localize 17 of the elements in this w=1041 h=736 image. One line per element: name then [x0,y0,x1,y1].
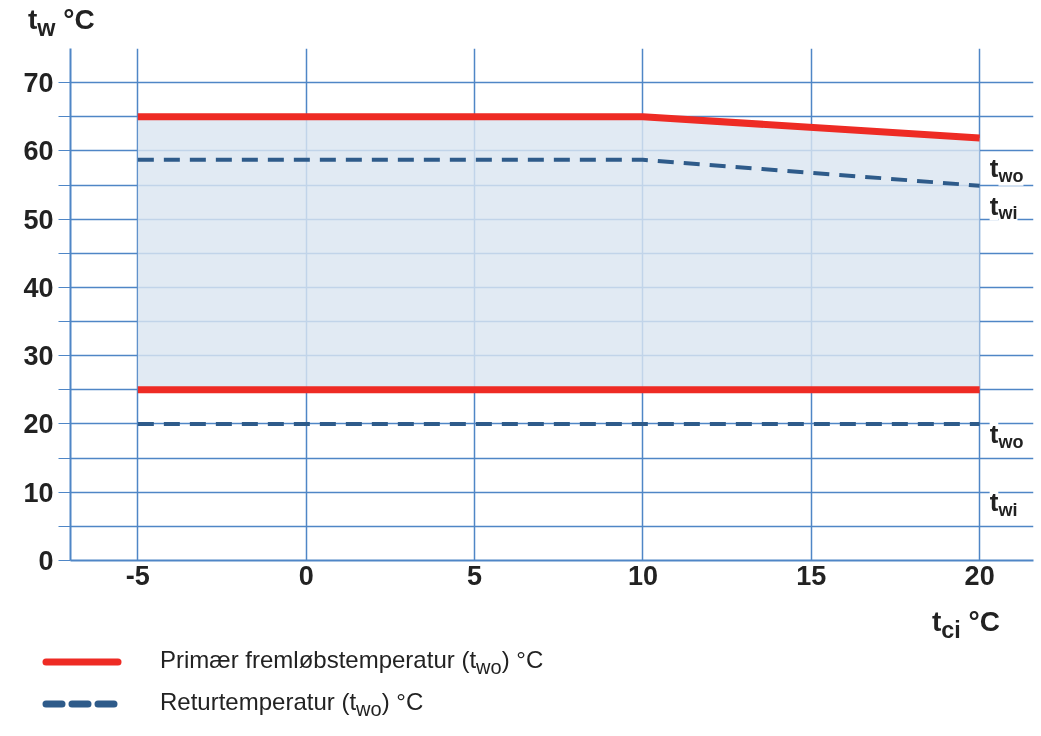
legend-label: Returtemperatur (t$_{wo}$) °C [160,686,424,722]
y-tick-label: 60 [23,136,54,167]
y-tick-label: 70 [23,68,54,99]
y-tick-label: 10 [23,477,54,508]
y-tick-label: 30 [23,341,54,372]
y-tick-label: 40 [23,272,54,303]
legend-label: Primær fremløbstemperatur (t$_{wo}$) °C [160,644,544,680]
x-axis-title: t$_{ci}$ °C [931,605,1000,645]
x-tick-label: 0 [298,560,314,591]
x-tick-label: 20 [964,560,995,591]
y-axis-title: t$_{w}$ °C [27,3,95,43]
y-tick-label: 20 [23,409,54,440]
x-tick-label: 10 [627,560,658,591]
x-tick-label: 5 [467,560,483,591]
x-tick-label: -5 [125,560,150,591]
x-tick-label: 15 [796,560,827,591]
y-tick-label: 50 [23,204,54,235]
